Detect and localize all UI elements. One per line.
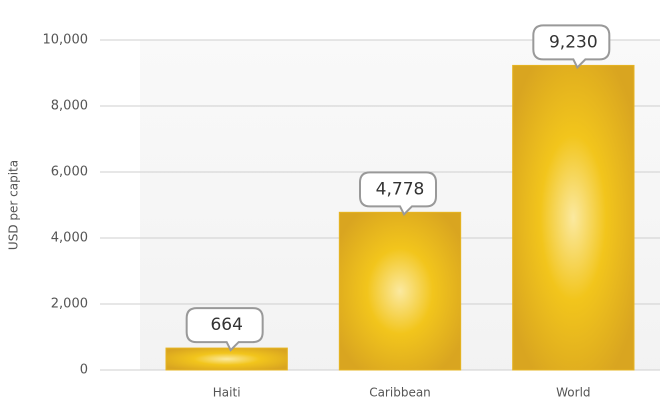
value-label: 4,778 bbox=[376, 179, 425, 199]
x-tick-label: Caribbean bbox=[369, 386, 431, 400]
y-tick-label: 8,000 bbox=[51, 99, 88, 114]
y-axis-label: USD per capita bbox=[7, 160, 21, 250]
bar bbox=[165, 347, 288, 371]
bar bbox=[338, 211, 462, 371]
x-tick-label: Haiti bbox=[213, 386, 241, 400]
value-bubble bbox=[532, 24, 611, 70]
value-bubble bbox=[185, 307, 264, 352]
value-bubble bbox=[359, 171, 437, 217]
y-tick-label: 4,000 bbox=[51, 231, 88, 246]
value-label: 664 bbox=[210, 315, 242, 335]
y-tick-label: 2,000 bbox=[51, 297, 88, 312]
value-label: 9,230 bbox=[549, 32, 598, 52]
y-tick-label: 10,000 bbox=[43, 33, 89, 48]
bar bbox=[512, 64, 635, 371]
y-tick-label: 6,000 bbox=[51, 165, 88, 180]
x-tick-label: World bbox=[556, 386, 590, 400]
y-tick-label: 0 bbox=[80, 363, 88, 378]
